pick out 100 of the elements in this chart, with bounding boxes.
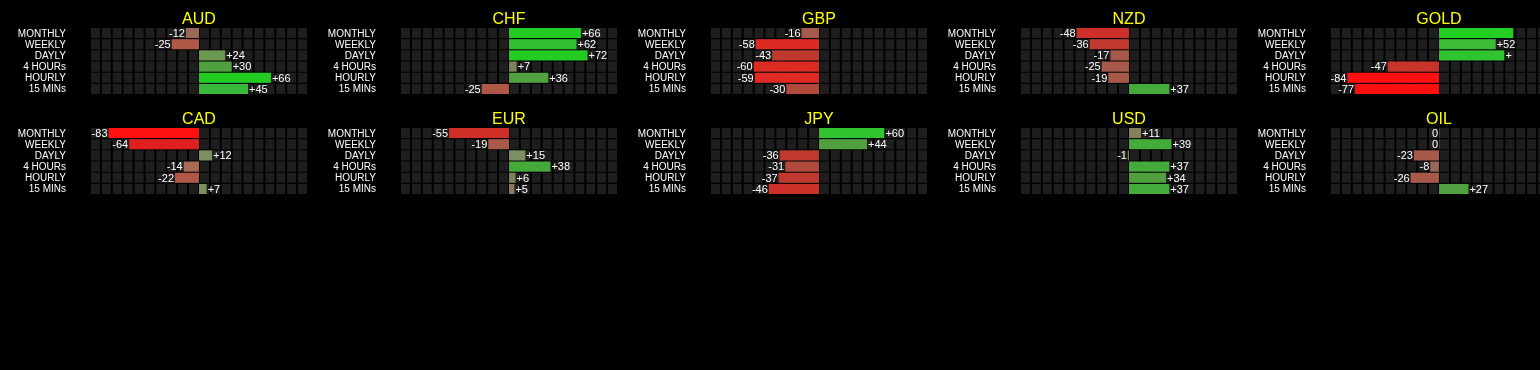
data-label: +37 [1170, 160, 1189, 173]
data-label: -36 [1072, 38, 1089, 51]
y-tick-label: 15 MINs [648, 183, 686, 195]
bar [1387, 61, 1439, 72]
y-tick-label: 15 MINs [958, 183, 996, 195]
y-tick-label: DAYLY [344, 149, 377, 161]
data-label: -60 [736, 60, 753, 73]
data-label: -25 [1084, 60, 1101, 73]
y-tick-label: 4 HOURs [333, 161, 376, 173]
data-label: -22 [158, 171, 175, 184]
y-tick-label: HOURLY [955, 172, 997, 184]
data-label: +7 [517, 60, 531, 73]
data-label: +44 [867, 138, 887, 151]
data-label: -25 [464, 82, 481, 95]
y-tick-label: 15 MINs [338, 183, 376, 195]
data-label: -58 [738, 38, 755, 51]
bar [509, 72, 549, 83]
y-tick-label: MONTHLY [327, 127, 377, 139]
chart-title: CHF [492, 10, 526, 27]
data-label: -55 [432, 126, 449, 139]
data-label: +27 [1469, 182, 1489, 195]
data-label: -37 [761, 171, 778, 184]
y-tick-label: WEEKLY [335, 138, 377, 150]
y-tick-label: HOURLY [1265, 72, 1307, 84]
data-label: -77 [1338, 82, 1355, 95]
data-label: +66 [271, 71, 291, 84]
data-label: +38 [551, 160, 571, 173]
chart-title: GBP [802, 10, 836, 27]
y-tick-label: MONTHLY [327, 27, 377, 39]
data-label: -19 [471, 138, 488, 151]
data-label: -19 [1091, 71, 1108, 84]
y-tick-label: 4 HOURs [953, 61, 996, 73]
y-tick-label: HOURLY [25, 172, 67, 184]
y-tick-label: WEEKLY [955, 138, 997, 150]
data-label: -17 [1093, 49, 1110, 62]
y-tick-label: HOURLY [645, 72, 687, 84]
y-tick-label: HOURLY [645, 172, 687, 184]
chart-title: EUR [492, 110, 526, 127]
y-tick-label: 15 MINs [28, 183, 66, 195]
data-label: -23 [1397, 149, 1413, 162]
y-tick-label: 15 MINs [338, 83, 376, 95]
y-tick-label: WEEKLY [645, 138, 687, 150]
chart-title: AUD [182, 10, 216, 27]
y-tick-label: MONTHLY [947, 127, 997, 139]
chart-title: GOLD [1416, 10, 1462, 27]
data-label: +24 [226, 49, 245, 62]
y-tick-label: 4 HOURs [643, 61, 686, 73]
data-label: +36 [549, 71, 568, 84]
y-tick-label: DAYLY [654, 149, 687, 161]
bar [171, 39, 199, 50]
y-tick-label: MONTHLY [637, 27, 687, 39]
data-label: -43 [755, 49, 772, 62]
bar [509, 161, 551, 172]
data-label: -26 [1393, 171, 1410, 184]
y-tick-label: DAYLY [34, 49, 67, 61]
y-tick-label: 4 HOURs [23, 61, 66, 73]
data-label: -1 [1117, 149, 1127, 162]
bar [185, 28, 199, 39]
data-label: +39 [1172, 138, 1192, 151]
y-tick-label: 15 MINs [648, 83, 686, 95]
y-tick-label: DAYLY [344, 49, 377, 61]
data-label: 0 [1431, 126, 1438, 139]
y-tick-label: 15 MINs [28, 83, 66, 95]
y-tick-label: HOURLY [955, 72, 997, 84]
data-label: +66 [581, 26, 601, 39]
y-tick-label: DAYLY [964, 49, 997, 61]
y-tick-label: 4 HOURs [333, 61, 376, 73]
bar [449, 128, 509, 139]
y-tick-label: 4 HOURs [1263, 161, 1306, 173]
y-tick-label: MONTHLY [947, 27, 997, 39]
y-tick-label: DAYLY [34, 149, 67, 161]
chart-title: CAD [182, 110, 216, 127]
bar [509, 150, 526, 161]
data-label: -12 [169, 26, 185, 39]
y-tick-label: MONTHLY [17, 127, 67, 139]
bar [1129, 128, 1141, 139]
bar [199, 83, 249, 94]
data-label: -14 [166, 160, 183, 173]
data-label: +12 [213, 149, 232, 162]
y-tick-label: WEEKLY [1265, 38, 1307, 50]
y-tick-label: HOURLY [335, 72, 377, 84]
y-tick-label: 15 MINs [958, 83, 996, 95]
bar [199, 50, 226, 61]
chart-title: OIL [1426, 110, 1452, 127]
data-label: -31 [768, 160, 785, 173]
bar [199, 61, 232, 72]
data-label: +37 [1170, 82, 1189, 95]
y-tick-label: WEEKLY [25, 38, 67, 50]
y-tick-label: WEEKLY [645, 38, 687, 50]
data-label: + [1505, 49, 1512, 62]
data-label: +6 [516, 171, 530, 184]
data-label: 0 [1431, 138, 1438, 151]
y-tick-label: 4 HOURs [643, 161, 686, 173]
data-label: -84 [1330, 71, 1347, 84]
y-tick-label: 15 MINs [1268, 183, 1306, 195]
data-label: -59 [737, 71, 754, 84]
data-label: +37 [1170, 182, 1189, 195]
y-tick-label: HOURLY [1265, 172, 1307, 184]
data-label: -46 [751, 182, 768, 195]
data-label: -64 [112, 138, 129, 151]
